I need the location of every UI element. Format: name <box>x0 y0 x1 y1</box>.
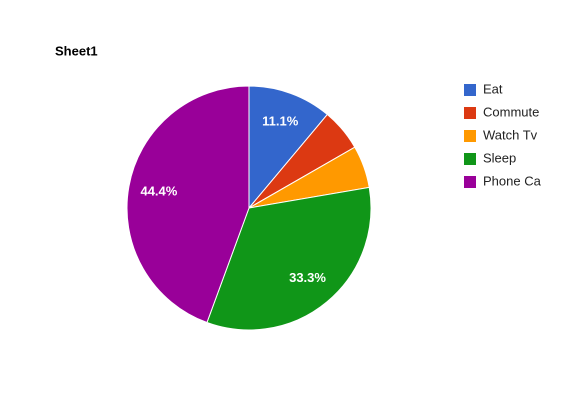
legend-swatch <box>464 130 476 142</box>
pie-slice <box>248 85 329 210</box>
legend-label: Eat <box>483 81 503 96</box>
pie-slice <box>126 85 250 324</box>
legend-swatch <box>464 84 476 96</box>
legend-label: Phone Ca <box>483 173 542 188</box>
legend-label: Watch Tv <box>483 127 538 142</box>
slice-label: 44.4% <box>140 183 177 198</box>
legend-swatch <box>464 107 476 119</box>
pie-slice <box>206 186 372 331</box>
legend-swatch <box>464 153 476 165</box>
slice-label: 11.1% <box>262 113 299 128</box>
slice-label: 33.3% <box>289 270 326 285</box>
legend-swatch <box>464 176 476 188</box>
legend-label: Sleep <box>483 150 516 165</box>
chart-title: Sheet1 <box>55 43 98 58</box>
legend-label: Commute <box>483 104 539 119</box>
